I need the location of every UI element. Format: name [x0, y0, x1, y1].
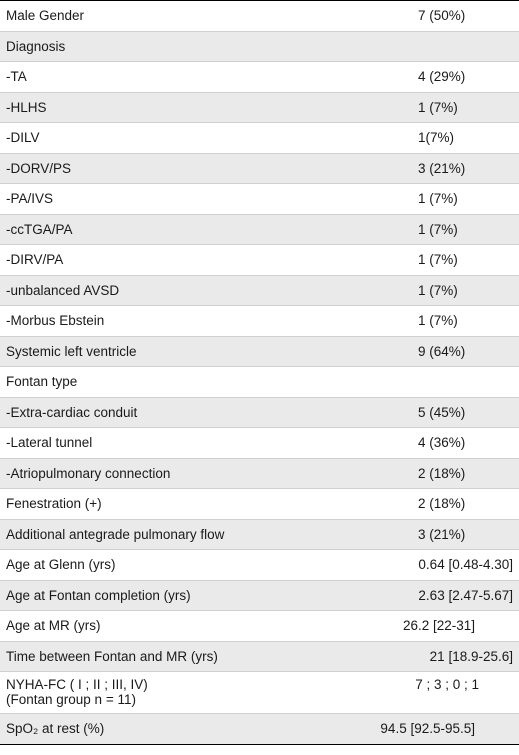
row-label: Age at MR (yrs) — [6, 618, 101, 634]
table-row: -Extra-cardiac conduit 5 (45%) — [0, 397, 519, 428]
row-value: 1(7%) — [418, 130, 455, 146]
table-row: -unbalanced AVSD 1 (7%) — [0, 275, 519, 306]
row-label: -Extra-cardiac conduit — [6, 404, 138, 420]
row-label: SpO₂ at rest (%) — [6, 721, 105, 737]
row-value: 1 (7%) — [418, 313, 458, 329]
table-row: Time between Fontan and MR (yrs) 21 [18.… — [0, 641, 519, 672]
row-value: 7 ; 3 ; 0 ; 1 — [415, 677, 479, 692]
table-row: Age at Glenn (yrs) 0.64 [0.48-4.30] — [0, 550, 519, 581]
row-label: NYHA-FC ( I ; II ; III, IV) (Fontan grou… — [6, 677, 148, 707]
row-label: -DORV/PS — [6, 160, 72, 176]
row-label: -ccTGA/PA — [6, 221, 73, 237]
table-row: -Lateral tunnel 4 (36%) — [0, 428, 519, 459]
row-value: 2 (18%) — [418, 465, 466, 481]
row-label: Time between Fontan and MR (yrs) — [6, 648, 218, 664]
row-value: 4 (29%) — [418, 69, 466, 85]
row-label: Additional antegrade pulmonary flow — [6, 526, 225, 542]
table-row: -PA/IVS 1 (7%) — [0, 184, 519, 215]
table-row: -Morbus Ebstein 1 (7%) — [0, 306, 519, 337]
row-label: Age at Fontan completion (yrs) — [6, 587, 191, 603]
row-value: 3 (21%) — [418, 526, 466, 542]
row-value: 2.63 [2.47-5.67] — [418, 587, 513, 603]
row-label: -Atriopulmonary connection — [6, 465, 171, 481]
table-row: -DILV 1(7%) — [0, 123, 519, 154]
table-row: Age at MR (yrs) 26.2 [22-31] — [0, 611, 519, 642]
row-label: Fontan type — [6, 374, 78, 390]
table-row: Systemic left ventricle 9 (64%) — [0, 336, 519, 367]
row-value: 1 (7%) — [418, 99, 458, 115]
row-value: 21 [18.9-25.6] — [429, 648, 513, 664]
row-label-line1: NYHA-FC ( I ; II ; III, IV) — [6, 677, 148, 692]
table-row: Fontan type — [0, 367, 519, 398]
row-value: 4 (36%) — [418, 435, 466, 451]
row-value: 5 (45%) — [418, 404, 466, 420]
row-value: 1 (7%) — [418, 282, 458, 298]
row-value: 1 (7%) — [418, 191, 458, 207]
row-value: 9 (64%) — [418, 343, 466, 359]
table-row: SpO₂ at rest (%) 94.5 [92.5-95.5] — [0, 714, 519, 745]
row-label: -TA — [6, 69, 27, 85]
row-value: 2 (18%) — [418, 496, 466, 512]
row-value: 1 (7%) — [418, 221, 458, 237]
row-label-line2: (Fontan group n = 11) — [6, 692, 136, 707]
row-label: Male Gender — [6, 8, 85, 24]
row-label: -unbalanced AVSD — [6, 282, 120, 298]
table-row: -HLHS 1 (7%) — [0, 92, 519, 123]
table-row: -ccTGA/PA 1 (7%) — [0, 214, 519, 245]
table-row: Diagnosis — [0, 31, 519, 62]
row-value: 3 (21%) — [418, 160, 466, 176]
table-row: Additional antegrade pulmonary flow 3 (2… — [0, 519, 519, 550]
table-row: NYHA-FC ( I ; II ; III, IV) (Fontan grou… — [0, 672, 519, 714]
row-label: Systemic left ventricle — [6, 343, 137, 359]
table-row: -Atriopulmonary connection 2 (18%) — [0, 458, 519, 489]
row-label: -Morbus Ebstein — [6, 313, 105, 329]
row-label: Fenestration (+) — [6, 496, 102, 512]
row-label: -DILV — [6, 130, 40, 146]
row-label: -Lateral tunnel — [6, 435, 93, 451]
table-row: -DORV/PS 3 (21%) — [0, 153, 519, 184]
row-value: 1 (7%) — [418, 252, 458, 268]
row-label: -PA/IVS — [6, 191, 54, 207]
table-row: Age at Fontan completion (yrs) 2.63 [2.4… — [0, 580, 519, 611]
row-value: 26.2 [22-31] — [402, 618, 475, 634]
row-label: -DIRV/PA — [6, 252, 64, 268]
table-row: Fenestration (+) 2 (18%) — [0, 489, 519, 520]
table-row: Male Gender 7 (50%) — [0, 1, 519, 32]
row-label: Age at Glenn (yrs) — [6, 557, 116, 573]
row-label: -HLHS — [6, 99, 47, 115]
table-row: -TA 4 (29%) — [0, 62, 519, 93]
row-label: Diagnosis — [6, 38, 66, 54]
row-value: 0.64 [0.48-4.30] — [418, 557, 513, 573]
table-row: -DIRV/PA 1 (7%) — [0, 245, 519, 276]
row-value: 7 (50%) — [418, 8, 466, 24]
row-value: 94.5 [92.5-95.5] — [380, 721, 475, 737]
